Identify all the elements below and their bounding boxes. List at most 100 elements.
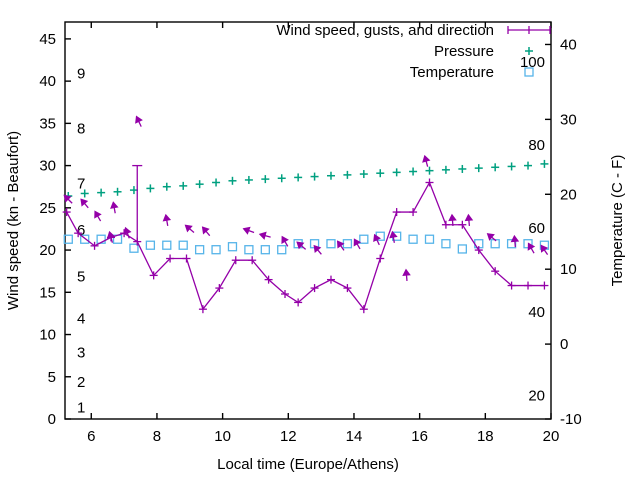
temperature-point <box>227 242 238 252</box>
wind-direction-arrowhead <box>184 224 193 233</box>
y-tick-label: 40 <box>39 73 56 90</box>
beaufort-label: 3 <box>77 344 85 361</box>
y2-tick-label: 20 <box>560 186 577 203</box>
x-tick-label: 14 <box>346 428 363 445</box>
wind-direction-arrowhead <box>106 230 116 239</box>
beaufort-label: 6 <box>77 222 85 239</box>
temperature-point <box>244 245 254 255</box>
fahrenheit-label: 60 <box>528 220 545 237</box>
wind-direction-arrowhead <box>242 226 251 235</box>
wind-direction-arrowhead <box>135 115 143 124</box>
wind-direction-arrowhead <box>373 233 381 242</box>
plot-frame <box>64 21 552 420</box>
x-tick-label: 16 <box>411 428 428 445</box>
y-tick-label: 5 <box>48 369 56 386</box>
x-tick-label: 6 <box>87 428 95 445</box>
y-axis-title: Wind speed (kn - Beaufort) <box>5 131 22 310</box>
wind-direction-arrowhead <box>486 233 495 241</box>
wind-direction-arrowhead <box>110 201 119 209</box>
temperature-point <box>162 240 172 250</box>
wind-direction-arrowhead <box>201 226 210 235</box>
beaufort-label: 7 <box>77 175 85 192</box>
temperature-point <box>80 234 90 244</box>
legend-label: Temperature <box>410 64 494 81</box>
y2-tick-label: 10 <box>560 261 577 278</box>
y-tick-label: 30 <box>39 158 56 175</box>
fahrenheit-label: 40 <box>528 304 545 321</box>
temperature-point <box>457 244 467 254</box>
wind-direction-arrowhead <box>527 242 536 251</box>
axis-ticks <box>65 22 552 420</box>
y-tick-label: 0 <box>48 411 56 428</box>
wind-direction-arrows <box>63 115 549 281</box>
temperature-point <box>129 243 139 253</box>
y2-axis-title: Temperature (C - F) <box>609 155 626 287</box>
wind-direction-arrowhead <box>80 198 89 207</box>
beaufort-label: 8 <box>77 121 85 138</box>
y-tick-label: 25 <box>39 200 56 217</box>
wind-direction-arrowhead <box>281 235 289 244</box>
wind-direction-arrowhead <box>448 213 457 222</box>
wind-direction-arrowhead <box>402 268 411 277</box>
wind-direction-arrowhead <box>296 241 305 250</box>
temperature-point <box>211 245 221 255</box>
wind-direction-arrowhead <box>389 230 398 239</box>
wind-direction-arrowhead <box>123 226 132 235</box>
wind-direction-arrowhead <box>510 234 520 243</box>
wind-direction-arrowhead <box>258 231 267 240</box>
fahrenheit-scale-labels: 20 40 60 80 100 <box>520 54 545 404</box>
y-tick-label: 20 <box>39 242 56 259</box>
beaufort-scale-labels: 1 2 3 4 5 6 7 8 9 <box>77 66 85 417</box>
y2-tick-label: 40 <box>560 36 577 53</box>
temperature-point <box>178 240 188 250</box>
temperature-point <box>408 234 418 244</box>
temperature-point <box>145 240 156 250</box>
x-tick-label: 12 <box>280 428 297 445</box>
wind-direction-arrowhead <box>94 210 102 219</box>
beaufort-label: 5 <box>77 268 85 285</box>
temperature-point <box>277 245 287 255</box>
wind-direction-arrowhead <box>353 238 362 247</box>
wind-direction-arrowhead <box>313 244 322 254</box>
wind-direction-arrowhead <box>540 244 549 253</box>
axis-tick-labels: 6 8 10 12 14 16 18 20051015202530354045-1001020… <box>39 31 581 445</box>
temperature-point <box>342 239 353 249</box>
y-tick-label: 35 <box>39 115 56 132</box>
fahrenheit-label: 80 <box>528 137 545 154</box>
y-tick-label: 15 <box>39 284 56 301</box>
temperature-point <box>63 234 73 244</box>
x-tick-label: 18 <box>477 428 494 445</box>
temperature-point <box>424 234 435 244</box>
y2-tick-label: 30 <box>560 111 577 128</box>
temperature-point <box>326 239 336 249</box>
x-tick-label: 8 <box>153 428 161 445</box>
beaufort-label: 1 <box>77 399 85 416</box>
wind-direction-arrowhead <box>63 194 72 203</box>
plot-border <box>64 21 552 420</box>
pressure-series <box>64 159 549 201</box>
fahrenheit-label: 100 <box>520 54 545 71</box>
legend-temperature-sample <box>524 67 534 77</box>
legend-label: Wind speed, gusts, and direction <box>276 22 494 39</box>
temperature-point <box>260 245 270 255</box>
wind-series <box>62 164 549 314</box>
x-tick-label: 20 <box>543 428 560 445</box>
temperature-point <box>96 234 106 244</box>
y2-tick-label: 0 <box>560 336 568 353</box>
temperature-point <box>441 239 451 249</box>
temperature-point <box>359 234 369 244</box>
temperature-point <box>194 245 205 255</box>
beaufort-label: 4 <box>77 311 85 328</box>
y-tick-label: 10 <box>39 327 56 344</box>
beaufort-label: 9 <box>77 66 85 83</box>
wind-direction-arrowhead <box>422 154 431 163</box>
fahrenheit-label: 20 <box>528 387 545 404</box>
wind-direction-arrowhead <box>336 240 345 249</box>
chart-legend: Wind speed, gusts, and direction Pressure… <box>276 22 551 81</box>
y2-tick-label: -10 <box>560 411 582 428</box>
y-tick-label: 45 <box>39 31 56 48</box>
beaufort-label: 2 <box>77 374 85 391</box>
wind-direction-arrowhead <box>162 213 172 222</box>
